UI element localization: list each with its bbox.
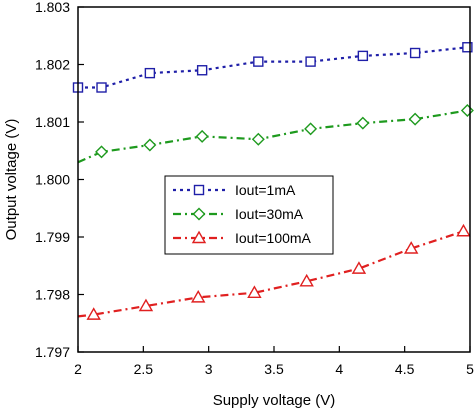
series-1: [72, 42, 473, 93]
legend: Iout=1mA Iout=30mA Iout=100mA: [164, 175, 334, 255]
data-point: [304, 122, 318, 136]
data-point: [247, 285, 262, 298]
data-point: [351, 261, 367, 274]
y-tick-label: 1.800: [35, 172, 70, 188]
data-point: [299, 273, 314, 287]
data-point: [357, 50, 369, 62]
x-tick-label: 3.5: [264, 361, 284, 377]
data-point: [403, 241, 419, 254]
y-tick-label: 1.797: [35, 344, 70, 360]
data-point: [95, 145, 109, 159]
plot-content: [72, 42, 474, 320]
axes: 2 2.5 3 3.5 4 4.5 5 1.797 1.798 1.799 1.800 1.801 1.…: [35, 0, 474, 377]
x-tick-label: 4: [335, 361, 343, 377]
x-tick-label: 2: [74, 361, 82, 377]
y-tick-label: 1.802: [35, 57, 70, 73]
data-point: [138, 298, 154, 312]
data-point: [251, 132, 265, 146]
data-point: [86, 307, 101, 320]
data-point: [456, 223, 471, 237]
data-point: [409, 47, 421, 59]
data-point: [462, 42, 473, 53]
series-line: [78, 46, 468, 89]
legend-label: Iout=1mA: [235, 182, 296, 198]
x-tick-label: 3: [205, 361, 213, 377]
x-tick-label: 5: [466, 361, 474, 377]
data-point: [191, 289, 206, 303]
data-point: [253, 56, 264, 67]
legend-marker: [191, 230, 207, 244]
data-point: [96, 82, 107, 93]
data-point: [305, 56, 316, 67]
series-line: [77, 109, 468, 164]
data-point: [408, 112, 422, 126]
data-point: [460, 104, 474, 117]
legend-marker: [193, 184, 205, 196]
legend-marker: [192, 207, 206, 221]
data-point: [143, 138, 157, 152]
data-point: [195, 129, 209, 143]
series-3: [77, 223, 471, 320]
x-axis-title: Supply voltage (V): [213, 392, 336, 409]
y-tick-label: 1.798: [35, 287, 70, 303]
series-2: [77, 104, 474, 164]
y-tick-label: 1.799: [35, 229, 70, 245]
legend-label: Iout=30mA: [235, 206, 304, 222]
y-tick-label: 1.803: [35, 0, 70, 15]
y-tick-label: 1.801: [35, 114, 70, 130]
data-point: [144, 67, 156, 79]
data-point: [356, 116, 370, 130]
x-tick-label: 4.5: [395, 361, 415, 377]
x-tick-label: 2.5: [134, 361, 154, 377]
legend-label: Iout=100mA: [235, 230, 312, 246]
y-axis-title: Output voltage (V): [3, 119, 20, 241]
data-point: [196, 65, 208, 76]
